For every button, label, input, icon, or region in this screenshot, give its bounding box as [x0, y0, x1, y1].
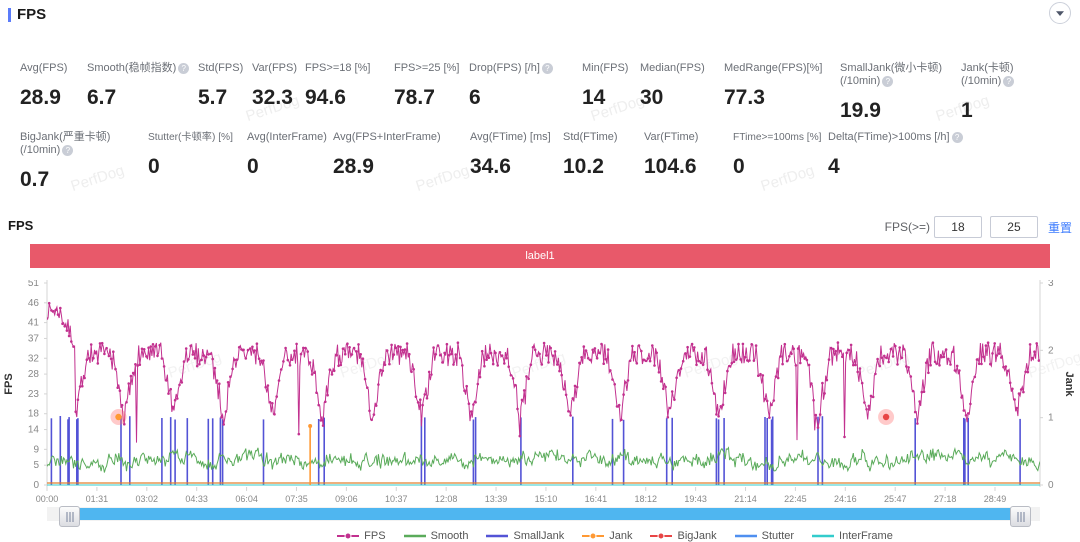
- svg-text:0: 0: [33, 480, 39, 491]
- svg-text:5: 5: [33, 460, 39, 471]
- svg-text:18:12: 18:12: [634, 494, 657, 504]
- svg-text:PerfDog: PerfDog: [338, 349, 396, 382]
- svg-text:21:14: 21:14: [734, 494, 757, 504]
- svg-text:37: 37: [28, 333, 40, 344]
- svg-text:PerfDog: PerfDog: [854, 349, 912, 382]
- svg-text:51: 51: [28, 280, 40, 289]
- svg-text:01:31: 01:31: [86, 494, 109, 504]
- svg-text:12:08: 12:08: [435, 494, 458, 504]
- svg-text:03:02: 03:02: [136, 494, 159, 504]
- svg-text:15:10: 15:10: [535, 494, 558, 504]
- svg-text:1: 1: [1048, 413, 1054, 424]
- svg-text:25:47: 25:47: [884, 494, 907, 504]
- svg-text:18: 18: [28, 409, 40, 420]
- svg-text:FPS: FPS: [3, 373, 15, 394]
- svg-text:10:37: 10:37: [385, 494, 408, 504]
- svg-text:00:00: 00:00: [36, 494, 59, 504]
- svg-text:23: 23: [28, 389, 40, 400]
- svg-text:46: 46: [28, 298, 40, 309]
- svg-text:24:16: 24:16: [834, 494, 857, 504]
- svg-text:16:41: 16:41: [585, 494, 608, 504]
- svg-text:07:35: 07:35: [285, 494, 308, 504]
- svg-text:19:43: 19:43: [684, 494, 707, 504]
- svg-text:32: 32: [28, 353, 40, 364]
- svg-text:9: 9: [33, 444, 39, 455]
- svg-text:2: 2: [1048, 345, 1054, 356]
- svg-text:Jank: Jank: [1063, 371, 1075, 397]
- svg-text:09:06: 09:06: [335, 494, 358, 504]
- svg-text:28: 28: [28, 369, 40, 380]
- svg-text:28:49: 28:49: [984, 494, 1007, 504]
- svg-text:3: 3: [1048, 280, 1054, 289]
- svg-text:27:18: 27:18: [934, 494, 957, 504]
- svg-text:14: 14: [28, 425, 40, 436]
- svg-text:41: 41: [28, 318, 40, 329]
- svg-text:06:04: 06:04: [235, 494, 258, 504]
- svg-text:22:45: 22:45: [784, 494, 807, 504]
- svg-text:13:39: 13:39: [485, 494, 508, 504]
- svg-text:0: 0: [1048, 480, 1054, 491]
- svg-text:04:33: 04:33: [185, 494, 208, 504]
